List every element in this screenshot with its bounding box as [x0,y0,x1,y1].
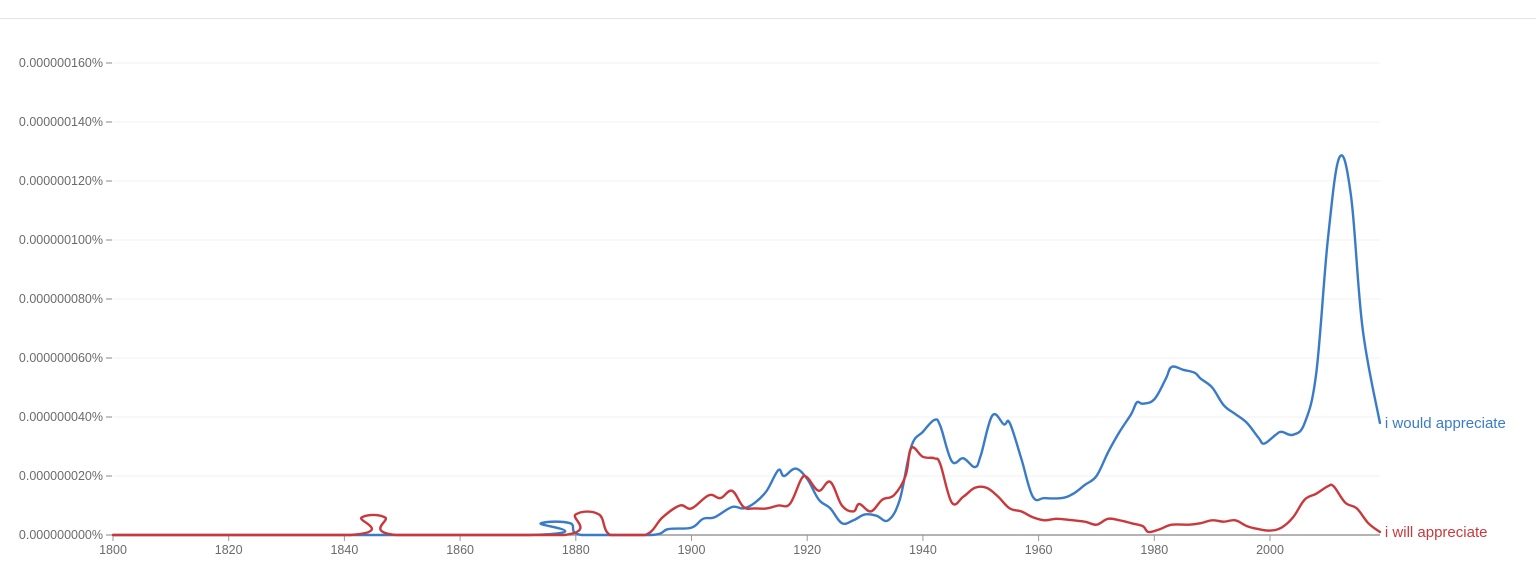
top-divider [0,18,1536,19]
x-tick-label: 1940 [909,543,937,557]
y-tick-label: 0.000000000% [19,528,103,542]
y-tick-label: 0.000000140% [19,115,103,129]
series-label-i-would-appreciate[interactable]: i would appreciate [1385,415,1506,432]
series-lines [111,154,1382,537]
y-tick-label: 0.000000020% [19,469,103,483]
x-tick-label: 1840 [330,543,358,557]
y-tick-label: 0.000000080% [19,292,103,306]
gridlines [113,62,1380,477]
x-tick-label: 1920 [793,543,821,557]
y-tick-label: 0.000000100% [19,233,103,247]
x-tick-label: 1980 [1140,543,1168,557]
x-axis: 1800 1820 1840 1860 1880 1900 1920 1940 1960 1980… [99,534,1380,557]
series-line-i-would-appreciate[interactable] [111,154,1382,537]
x-tick-label: 1860 [446,543,474,557]
y-tick-label: 0.000000060% [19,351,103,365]
x-tick-label: 1820 [215,543,243,557]
x-tick-label: 1880 [562,543,590,557]
y-tick-label: 0.000000120% [19,174,103,188]
series-line-i-will-appreciate[interactable] [111,446,1382,537]
x-tick-label: 2000 [1256,543,1284,557]
y-tick-label: 0.000000160% [19,56,103,70]
series-labels: i would appreciate i will appreciate [1385,415,1506,541]
x-tick-label: 1800 [99,543,127,557]
y-axis: 0.000000000% 0.000000020% 0.000000040% 0.00… [19,56,112,542]
x-tick-label: 1960 [1025,543,1053,557]
x-tick-label: 1900 [678,543,706,557]
y-tick-label: 0.000000040% [19,410,103,424]
series-label-i-will-appreciate[interactable]: i will appreciate [1385,524,1488,541]
